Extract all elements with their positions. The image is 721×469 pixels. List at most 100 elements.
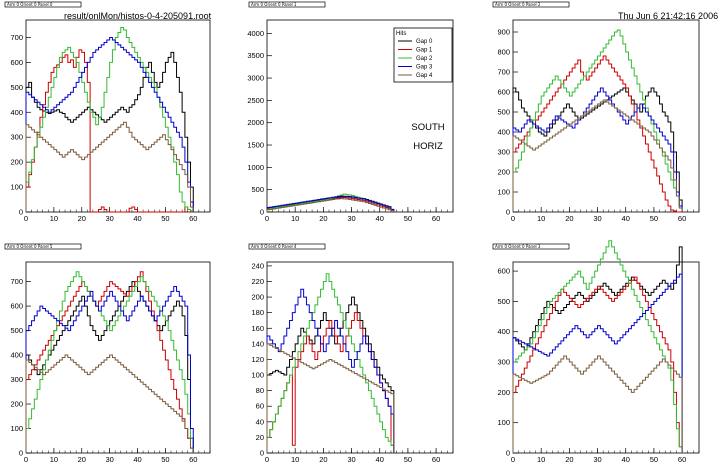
x-tick-label: 30 [105, 214, 113, 223]
y-tick-label: 180 [251, 308, 264, 317]
y-tick-label: 2000 [247, 118, 264, 127]
panel-title-box [4, 243, 82, 250]
series-gap-1 [25, 49, 194, 213]
legend-entry: Gap 3 [416, 65, 433, 71]
y-tick-label: 100 [10, 424, 23, 433]
series-gap-0 [512, 87, 683, 212]
y-tick-label: 500 [251, 185, 264, 194]
x-tick-label: 30 [593, 214, 601, 223]
x-tick-label: 30 [347, 455, 355, 464]
panel-0: Arm 0 Orient 0 Panel 00 10 20 30 40 50 6001002… [4, 1, 211, 223]
series-gap-3 [266, 288, 395, 453]
y-tick-label: 0 [506, 208, 510, 217]
series-gap-1 [266, 312, 395, 453]
panel-3: Arm 0 Orient 0 Panel 50 10 20 30 40 50 6001002… [4, 243, 211, 464]
panel-title: Arm 0 Orient 0 Panel 4 [251, 244, 297, 249]
y-tick-label: 600 [10, 302, 23, 311]
y-tick-label: 200 [497, 388, 510, 397]
x-tick-label: 10 [50, 455, 58, 464]
y-tick-label: 1500 [247, 141, 264, 150]
y-tick-label: 200 [497, 168, 510, 177]
series-gap-3 [512, 87, 683, 212]
y-tick-label: 400 [497, 128, 510, 137]
y-tick-label: 4000 [247, 29, 264, 38]
y-tick-label: 140 [251, 339, 264, 348]
x-tick-label: 30 [347, 214, 355, 223]
series-gap-0 [266, 296, 395, 453]
x-tick-label: 40 [133, 455, 141, 464]
x-tick-label: 50 [161, 455, 169, 464]
y-tick-label: 700 [10, 33, 23, 42]
plot-frame [25, 19, 211, 213]
legend-box [393, 27, 453, 83]
legend-entry: Gap 1 [416, 48, 433, 54]
panel-title-box [4, 1, 82, 8]
x-tick-label: 20 [78, 214, 86, 223]
x-tick-label: 60 [189, 455, 197, 464]
x-tick-label: 60 [678, 455, 686, 464]
panel-title-box [248, 243, 326, 250]
series-gap-2 [25, 271, 194, 453]
y-tick-label: 100 [497, 188, 510, 197]
y-tick-label: 3000 [247, 74, 264, 83]
y-tick-label: 0 [19, 449, 23, 458]
y-tick-label: 0 [260, 449, 264, 458]
x-tick-label: 50 [650, 455, 658, 464]
legend-entry: Gap 4 [416, 73, 433, 79]
series-gap-2 [266, 273, 395, 453]
panel-title: Arm 0 Orient 0 Panel 0 [7, 2, 53, 7]
timestamp: Thu Jun 6 21:42:16 2006 [618, 11, 719, 21]
series-gap-1 [512, 276, 683, 453]
y-tick-label: 700 [497, 68, 510, 77]
panel-title-box [492, 1, 570, 8]
y-tick-label: 3500 [247, 51, 264, 60]
series-gap-3 [25, 36, 194, 212]
panel-2: Arm 0 Orient 0 Panel 20 10 20 30 40 50 6001002… [492, 1, 700, 223]
legend-entry: Gap 2 [416, 56, 433, 62]
y-tick-label: 400 [10, 351, 23, 360]
y-tick-label: 100 [251, 371, 264, 380]
x-tick-label: 10 [291, 455, 299, 464]
series-gap-0 [25, 281, 194, 453]
x-tick-label: 50 [404, 455, 412, 464]
y-tick-label: 400 [10, 108, 23, 117]
panel-title: Arm 0 Orient 0 Panel 3 [495, 244, 541, 249]
y-tick-label: 600 [10, 58, 23, 67]
y-tick-label: 80 [256, 386, 264, 395]
panel-4: Arm 0 Orient 0 Panel 4 0 10 20 30 40 50 60 0 20 40… [248, 243, 454, 464]
x-tick-label: 0 [511, 455, 515, 464]
panel-5: Arm 0 Orient 0 Panel 30 10 20 30 40 50 6001002… [492, 240, 700, 464]
series-gap-3 [266, 195, 395, 212]
y-tick-label: 600 [497, 267, 510, 276]
series-gap-1 [512, 55, 683, 213]
annotation-text: SOUTH [411, 122, 444, 133]
x-tick-label: 20 [565, 214, 573, 223]
x-tick-label: 30 [105, 455, 113, 464]
x-tick-label: 10 [537, 455, 545, 464]
y-tick-label: 600 [497, 88, 510, 97]
series-gap-0 [512, 246, 683, 453]
x-tick-label: 20 [78, 455, 86, 464]
y-tick-label: 1000 [247, 163, 264, 172]
series-gap-2 [512, 240, 683, 453]
y-tick-label: 500 [497, 297, 510, 306]
y-tick-label: 500 [10, 326, 23, 335]
x-tick-label: 60 [189, 214, 197, 223]
x-tick-label: 40 [376, 214, 384, 223]
y-tick-label: 800 [497, 48, 510, 57]
series-gap-4 [512, 355, 683, 453]
y-tick-label: 160 [251, 324, 264, 333]
y-tick-label: 2500 [247, 96, 264, 105]
x-tick-label: 40 [133, 214, 141, 223]
x-tick-label: 10 [537, 214, 545, 223]
x-tick-label: 60 [432, 455, 440, 464]
series-gap-3 [25, 285, 194, 453]
y-tick-label: 300 [497, 358, 510, 367]
x-tick-label: 50 [161, 214, 169, 223]
y-tick-label: 40 [256, 417, 264, 426]
y-tick-label: 200 [251, 293, 264, 302]
x-tick-label: 40 [622, 455, 630, 464]
annotation-text: HORIZ [413, 141, 443, 152]
series-gap-2 [512, 29, 683, 212]
y-tick-label: 0 [506, 449, 510, 458]
